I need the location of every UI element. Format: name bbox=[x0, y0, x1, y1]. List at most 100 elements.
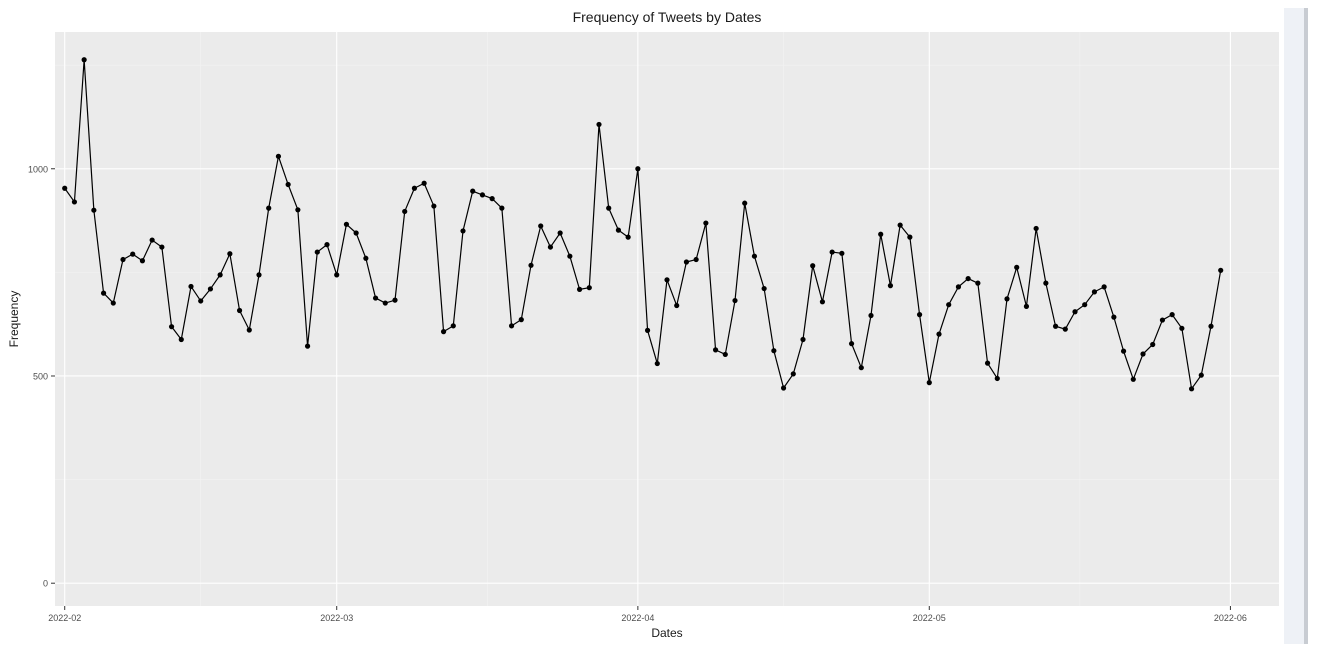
data-point bbox=[538, 223, 544, 229]
data-point bbox=[994, 375, 1000, 382]
data-point bbox=[1072, 309, 1078, 315]
x-tick-label: 2022-03 bbox=[320, 613, 353, 623]
data-point bbox=[596, 121, 602, 128]
data-point bbox=[819, 299, 826, 305]
data-point bbox=[110, 300, 116, 306]
data-point bbox=[479, 192, 486, 198]
data-point bbox=[246, 327, 252, 333]
data-point bbox=[790, 371, 796, 377]
data-point bbox=[460, 228, 466, 234]
data-point bbox=[1130, 376, 1136, 382]
data-point bbox=[450, 323, 456, 329]
data-point bbox=[829, 249, 835, 255]
data-point bbox=[761, 285, 767, 292]
data-point bbox=[275, 153, 282, 159]
data-point bbox=[188, 283, 194, 290]
data-point bbox=[343, 221, 350, 227]
data-point bbox=[1179, 325, 1185, 331]
scrollbar-edge bbox=[1304, 8, 1308, 644]
y-tick-label: 1000 bbox=[28, 164, 48, 174]
data-point bbox=[71, 199, 78, 205]
plot-panel bbox=[55, 32, 1279, 606]
data-point bbox=[353, 230, 359, 236]
data-point bbox=[1014, 264, 1020, 270]
data-point bbox=[256, 272, 262, 278]
data-point bbox=[712, 347, 719, 353]
data-point bbox=[1111, 314, 1117, 320]
data-point bbox=[285, 181, 291, 188]
x-tick-label: 2022-02 bbox=[48, 613, 81, 623]
chart-title: Frequency of Tweets by Dates bbox=[573, 9, 762, 25]
data-point bbox=[1150, 341, 1156, 348]
data-point bbox=[1091, 289, 1098, 295]
data-point bbox=[440, 329, 447, 335]
data-point bbox=[489, 196, 495, 202]
data-point bbox=[372, 295, 379, 301]
data-point bbox=[139, 258, 146, 264]
data-point bbox=[334, 272, 340, 278]
data-point bbox=[62, 185, 68, 191]
data-point bbox=[984, 360, 991, 366]
data-point bbox=[664, 277, 670, 283]
data-point bbox=[732, 297, 738, 304]
data-point bbox=[518, 317, 524, 323]
vertical-scrollbar[interactable] bbox=[1284, 8, 1304, 644]
data-point bbox=[586, 285, 592, 291]
data-point bbox=[887, 283, 894, 289]
x-tick-label: 2022-05 bbox=[913, 613, 946, 623]
line-chart: 0 500 1000 2022-02 2022-03 2022-04 2022-05 202… bbox=[7, 9, 1279, 640]
data-point bbox=[800, 336, 806, 343]
data-point bbox=[130, 251, 136, 257]
data-point bbox=[926, 380, 932, 386]
y-axis-label: Frequency bbox=[7, 291, 21, 348]
data-point bbox=[411, 185, 418, 191]
data-point bbox=[810, 263, 816, 269]
data-point bbox=[168, 324, 175, 330]
data-point bbox=[878, 231, 884, 237]
data-point bbox=[227, 251, 233, 257]
data-point bbox=[955, 284, 962, 290]
data-point bbox=[635, 166, 641, 172]
data-point bbox=[324, 242, 330, 248]
data-point bbox=[771, 348, 777, 354]
x-tick-label: 2022-06 bbox=[1214, 613, 1247, 623]
data-point bbox=[1218, 267, 1224, 273]
data-point bbox=[907, 234, 913, 240]
data-point bbox=[382, 300, 388, 306]
data-point bbox=[120, 256, 126, 263]
data-point bbox=[1052, 323, 1059, 329]
data-point bbox=[1082, 302, 1088, 308]
data-point bbox=[1062, 326, 1068, 332]
data-point bbox=[1101, 284, 1107, 290]
data-point bbox=[897, 222, 903, 228]
data-point bbox=[693, 256, 699, 263]
data-point bbox=[858, 365, 864, 371]
data-point bbox=[703, 220, 709, 226]
data-point bbox=[751, 253, 758, 259]
data-point bbox=[547, 244, 554, 250]
data-point bbox=[499, 205, 505, 211]
data-point bbox=[780, 385, 787, 391]
y-tick-label: 0 bbox=[43, 579, 48, 589]
y-axis: 0 500 1000 bbox=[28, 164, 55, 589]
data-point bbox=[567, 253, 573, 259]
data-point bbox=[606, 205, 612, 211]
chart: 0 500 1000 2022-02 2022-03 2022-04 2022-05 202… bbox=[7, 9, 1279, 640]
data-point bbox=[839, 250, 845, 256]
data-point bbox=[654, 360, 660, 367]
data-point bbox=[81, 57, 87, 63]
y-tick-label: 500 bbox=[33, 371, 48, 381]
data-point bbox=[742, 200, 748, 206]
data-point bbox=[674, 302, 680, 309]
x-tick-label: 2022-04 bbox=[621, 613, 654, 623]
data-point bbox=[1023, 303, 1030, 309]
data-point bbox=[683, 259, 690, 265]
series-line bbox=[64, 59, 1222, 390]
data-point bbox=[644, 327, 651, 333]
data-point bbox=[314, 249, 320, 255]
data-point bbox=[557, 230, 563, 236]
data-point bbox=[1004, 296, 1010, 302]
data-point bbox=[965, 275, 971, 282]
data-point bbox=[402, 208, 408, 215]
data-point bbox=[363, 255, 369, 261]
